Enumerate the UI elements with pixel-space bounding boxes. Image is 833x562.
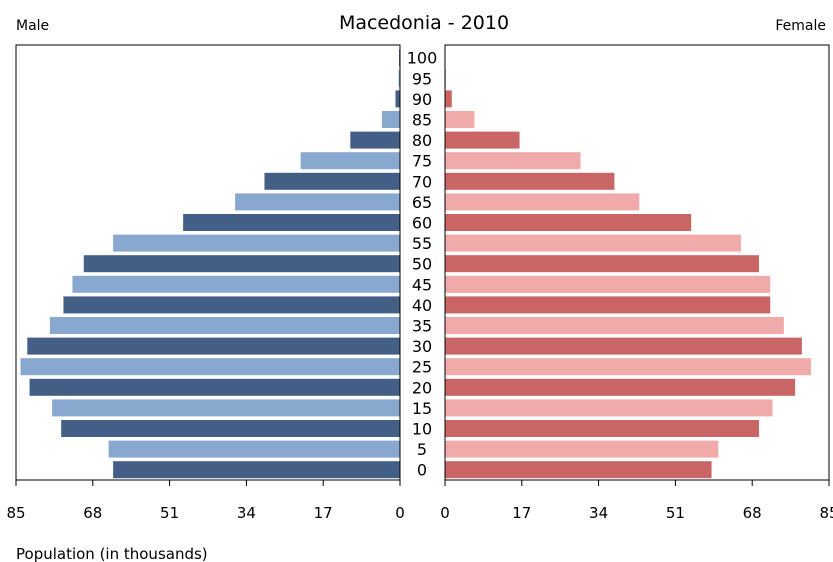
female-tick-label-34: 34: [589, 504, 608, 522]
age-label-10: 10: [412, 420, 432, 439]
male-tick-label-0: 0: [395, 504, 405, 522]
age-label-100: 100: [407, 49, 438, 68]
male-bar-age-45: [72, 275, 401, 293]
male-tick-label-34: 34: [237, 504, 256, 522]
female-plot-frame: [444, 44, 830, 481]
age-label-80: 80: [412, 131, 432, 150]
age-label-35: 35: [412, 317, 432, 336]
male-bar-age-90: [395, 90, 400, 108]
male-side-label: Male: [16, 18, 49, 34]
male-tick-label-85: 85: [6, 504, 25, 522]
female-bar-age-20: [445, 378, 796, 396]
male-bar-age-80: [350, 131, 400, 149]
male-bar-age-65: [235, 193, 400, 211]
female-bar-age-25: [445, 358, 811, 376]
female-bar-age-85: [445, 111, 475, 128]
age-label-55: 55: [412, 234, 432, 253]
female-tick-label-51: 51: [666, 504, 685, 522]
female-bar-age-5: [445, 440, 719, 458]
male-bar-age-95: [398, 69, 400, 87]
female-bar-age-55: [445, 234, 741, 252]
age-label-75: 75: [412, 152, 432, 171]
female-bar-age-65: [445, 193, 640, 211]
female-bar-age-0: [445, 461, 712, 479]
female-bar-age-45: [445, 275, 771, 293]
age-label-50: 50: [412, 255, 432, 274]
x-ticks: 85 68 51 34 17 0 0 17 34 51 68 85: [6, 480, 833, 522]
male-plot-frame: [15, 44, 401, 481]
age-label-65: 65: [412, 193, 432, 212]
male-bars: [20, 49, 401, 479]
male-bar-age-60: [183, 214, 400, 231]
age-label-15: 15: [412, 399, 432, 418]
male-bar-age-85: [381, 111, 400, 128]
male-bar-age-55: [113, 234, 401, 252]
female-bar-age-90: [445, 90, 452, 108]
male-tick-label-68: 68: [83, 504, 102, 522]
male-bar-age-70: [264, 172, 400, 190]
male-bar-age-10: [61, 420, 400, 437]
female-bar-age-30: [445, 337, 802, 355]
male-bar-age-75: [300, 152, 400, 170]
male-tick-label-17: 17: [314, 504, 333, 522]
x-axis-label: Population (in thousands): [16, 545, 208, 562]
female-bars: [445, 49, 811, 479]
age-label-95: 95: [412, 69, 432, 88]
male-bar-age-0: [113, 461, 401, 479]
female-bar-age-15: [445, 399, 773, 417]
male-bar-age-5: [108, 440, 401, 458]
age-label-30: 30: [412, 337, 432, 356]
age-label-0: 0: [417, 461, 427, 480]
age-label-25: 25: [412, 358, 432, 377]
female-bar-age-10: [445, 420, 759, 437]
female-bar-age-60: [445, 214, 692, 231]
male-tick-label-51: 51: [160, 504, 179, 522]
female-side-label: Female: [775, 18, 826, 34]
axes: [15, 44, 830, 481]
male-bar-age-30: [27, 337, 400, 355]
male-bar-age-35: [49, 317, 400, 334]
female-bar-age-40: [445, 296, 771, 314]
female-bar-age-80: [445, 131, 520, 149]
female-tick-label-85: 85: [819, 504, 833, 522]
male-bar-age-40: [63, 296, 400, 314]
female-tick-label-17: 17: [512, 504, 531, 522]
age-label-45: 45: [412, 275, 432, 294]
female-tick-label-68: 68: [743, 504, 762, 522]
age-label-70: 70: [412, 172, 432, 191]
age-label-5: 5: [417, 440, 427, 459]
age-label-85: 85: [412, 111, 432, 130]
age-label-40: 40: [412, 296, 432, 315]
male-bar-age-20: [29, 378, 400, 396]
male-bar-age-25: [20, 358, 401, 376]
female-bar-age-70: [445, 172, 615, 190]
age-label-20: 20: [412, 378, 432, 397]
age-label-60: 60: [412, 214, 432, 233]
female-bar-age-50: [445, 255, 759, 273]
age-label-90: 90: [412, 90, 432, 109]
female-bar-age-75: [445, 152, 581, 170]
female-tick-label-0: 0: [440, 504, 450, 522]
male-bar-age-15: [52, 399, 401, 417]
chart-title: Macedonia - 2010: [339, 12, 509, 34]
female-bar-age-35: [445, 317, 784, 334]
male-bar-age-50: [83, 255, 400, 273]
